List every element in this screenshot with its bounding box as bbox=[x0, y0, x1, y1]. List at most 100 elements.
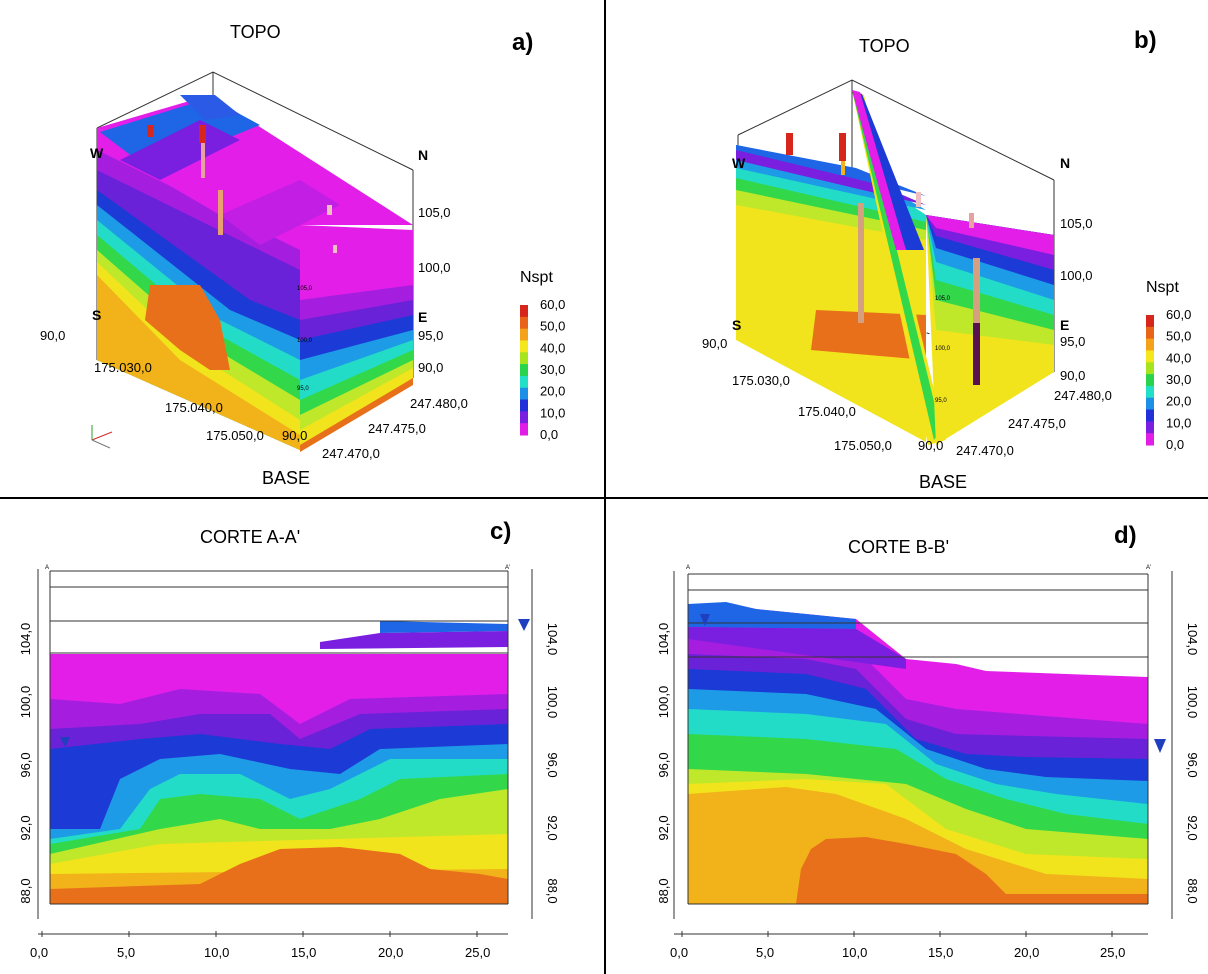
panel-a-letter: a) bbox=[512, 29, 533, 56]
panel-d-y-ticks-right: 104,0 100,0 96,0 92,0 88,0 bbox=[1185, 623, 1200, 904]
panel-c-section-body bbox=[50, 621, 508, 904]
legend-label: 50,0 bbox=[1166, 329, 1191, 344]
legend-b-labels: 60,0 50,0 40,0 30,0 20,0 10,0 0,0 bbox=[1166, 307, 1191, 452]
legend-swatch bbox=[1146, 397, 1154, 411]
x-tick-label: 0,0 bbox=[670, 945, 688, 960]
panel-b-svg: TOPO b) BASE W N S E 105,0 100,0 95,0 90… bbox=[702, 27, 1157, 492]
panel-b-z-tick-90: 90,0 bbox=[1060, 368, 1085, 383]
legend-swatch bbox=[1146, 338, 1154, 351]
panel-d-cross-section: CORTE B-B' d) A A' bbox=[606, 499, 1208, 974]
legend-b-swatches bbox=[1146, 315, 1154, 446]
panel-c-y-ticks-left: 104,0 100,0 96,0 92,0 88,0 bbox=[18, 623, 33, 904]
legend-swatch bbox=[520, 375, 528, 389]
panel-b-boreholes bbox=[786, 133, 980, 385]
legend-swatch bbox=[1146, 433, 1154, 446]
panel-d-start-marker: A bbox=[686, 565, 690, 571]
panel-b-dir-w: W bbox=[732, 155, 746, 171]
panel-b-y-tick-3: 247.470,0 bbox=[956, 443, 1014, 458]
panel-a-x-tick-3: 175.050,0 bbox=[206, 428, 264, 443]
panel-a-z-tick-left: 90,0 bbox=[40, 328, 65, 343]
legend-swatch bbox=[1146, 421, 1154, 434]
y-tick-label: 88,0 bbox=[1185, 878, 1200, 903]
y-tick-label: 92,0 bbox=[18, 815, 33, 840]
panel-b-dir-e: E bbox=[1060, 317, 1069, 333]
x-tick-label: 10,0 bbox=[842, 945, 867, 960]
legend-a-swatches bbox=[520, 305, 528, 436]
panel-b-legend: Nspt 60,0 50,0 40,0 30,0 20,0 10,0 0,0 bbox=[1146, 279, 1191, 452]
panel-d-end-marker: A' bbox=[1146, 565, 1151, 571]
y-tick-label: 88,0 bbox=[545, 878, 560, 903]
x-tick-label: 5,0 bbox=[756, 945, 774, 960]
panel-c-svg: CORTE A-A' c) A A' bbox=[18, 518, 560, 960]
legend-swatch bbox=[520, 387, 528, 401]
panel-b-x-tick-2: 175.040,0 bbox=[798, 404, 856, 419]
legend-label: 40,0 bbox=[1166, 350, 1191, 365]
panel-a-face-label-1: 105,0 bbox=[297, 286, 313, 292]
panel-c-title: CORTE A-A' bbox=[200, 527, 300, 547]
legend-label: 0,0 bbox=[1166, 437, 1184, 452]
legend-label: 60,0 bbox=[1166, 307, 1191, 322]
panel-a-title: TOPO bbox=[230, 22, 281, 42]
panel-b-x-tick-1: 175.030,0 bbox=[732, 373, 790, 388]
panel-b-z-tick-100: 100,0 bbox=[1060, 268, 1093, 283]
panel-b-diagonal-section bbox=[852, 90, 946, 445]
panel-a-3d-block: TOPO a) BASE W N S E 105,0 100,0 95,0 90… bbox=[0, 0, 604, 497]
panel-b-z-tick-105: 105,0 bbox=[1060, 216, 1093, 231]
panel-d-x-ticks: 0,0 5,0 10,0 15,0 20,0 25,0 bbox=[670, 931, 1125, 960]
legend-swatch bbox=[520, 399, 528, 412]
water-table-marker-icon bbox=[700, 614, 710, 626]
panel-b-title: TOPO bbox=[859, 36, 910, 56]
y-tick-label: 88,0 bbox=[656, 878, 671, 903]
panel-a-z-tick-90: 90,0 bbox=[418, 360, 443, 375]
panel-b-y-tick-1: 247.480,0 bbox=[1054, 388, 1112, 403]
panel-a-x-tick-1: 175.030,0 bbox=[94, 360, 152, 375]
panel-c-x-ticks: 0,0 5,0 10,0 15,0 20,0 25,0 bbox=[30, 931, 490, 960]
legend-swatch bbox=[1146, 409, 1154, 422]
legend-a-title: Nspt bbox=[520, 269, 553, 286]
panel-d-water-level-markers bbox=[700, 614, 1166, 753]
panel-b-right-face bbox=[926, 215, 1054, 445]
panel-b-3d-block: TOPO b) BASE W N S E 105,0 100,0 95,0 90… bbox=[606, 0, 1208, 497]
legend-swatch bbox=[1146, 385, 1154, 399]
panel-b-dir-s: S bbox=[732, 317, 741, 333]
panel-c-cross-section: CORTE A-A' c) A A' bbox=[0, 499, 604, 974]
panel-a-z-tick-105: 105,0 bbox=[418, 205, 451, 220]
legend-swatch bbox=[520, 316, 528, 330]
panel-b-z-tick-left: 90,0 bbox=[702, 336, 727, 351]
x-tick-label: 10,0 bbox=[204, 945, 229, 960]
x-tick-label: 5,0 bbox=[117, 945, 135, 960]
panel-c-end-marker: A' bbox=[505, 565, 510, 571]
water-table-marker-icon bbox=[518, 619, 530, 631]
panel-a-right-face bbox=[300, 225, 413, 452]
panel-d-title: CORTE B-B' bbox=[848, 537, 949, 557]
y-tick-label: 100,0 bbox=[656, 686, 671, 719]
panel-a-z-tick-100: 100,0 bbox=[418, 260, 451, 275]
panel-a-dir-w: W bbox=[90, 145, 104, 161]
y-tick-label: 104,0 bbox=[545, 623, 560, 656]
legend-swatch bbox=[520, 340, 528, 353]
y-tick-label: 100,0 bbox=[1185, 686, 1200, 719]
x-tick-label: 20,0 bbox=[378, 945, 403, 960]
legend-label: 30,0 bbox=[1166, 372, 1191, 387]
y-tick-label: 96,0 bbox=[1185, 752, 1200, 777]
panel-d-letter: d) bbox=[1114, 522, 1137, 549]
panel-b-y-tick-2: 247.475,0 bbox=[1008, 416, 1066, 431]
panel-a-axis-glyph bbox=[91, 425, 113, 449]
x-tick-label: 15,0 bbox=[928, 945, 953, 960]
panel-c-water-level-markers bbox=[60, 619, 530, 747]
y-tick-label: 92,0 bbox=[1185, 815, 1200, 840]
panel-b-face-label-3: 95,0 bbox=[935, 398, 947, 404]
legend-swatch bbox=[1146, 315, 1154, 328]
panel-a-y-tick-2: 247.475,0 bbox=[368, 421, 426, 436]
y-tick-label: 104,0 bbox=[1185, 623, 1200, 656]
legend-label: 40,0 bbox=[540, 340, 565, 355]
y-tick-label: 96,0 bbox=[18, 752, 33, 777]
legend-swatch bbox=[520, 364, 528, 377]
y-tick-label: 100,0 bbox=[18, 686, 33, 719]
y-tick-label: 92,0 bbox=[656, 815, 671, 840]
legend-label: 0,0 bbox=[540, 427, 558, 442]
legend-b-title: Nspt bbox=[1146, 279, 1179, 296]
panel-a-z-tick-95: 95,0 bbox=[418, 328, 443, 343]
x-tick-label: 25,0 bbox=[465, 945, 490, 960]
panel-c-start-marker: A bbox=[45, 565, 49, 571]
